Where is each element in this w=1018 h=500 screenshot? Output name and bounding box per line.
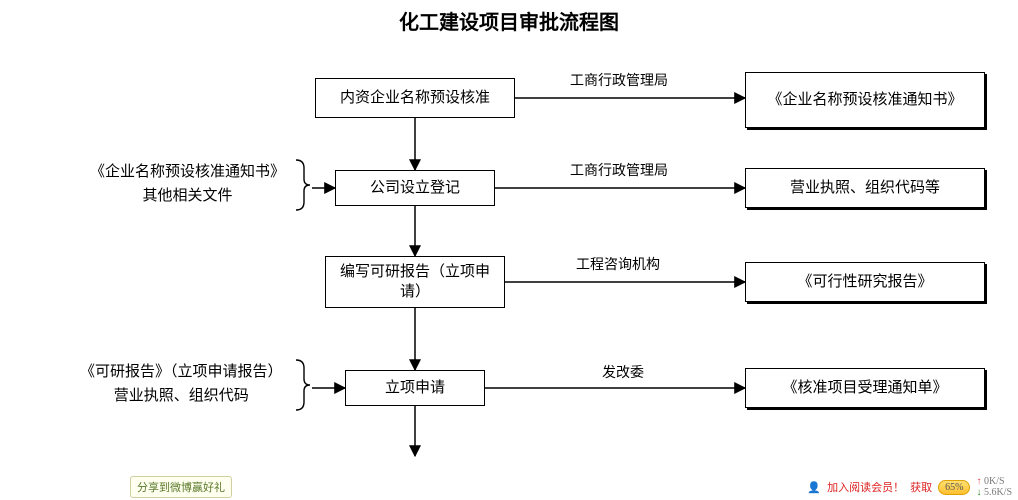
flow-node-n4: 立项申请 bbox=[345, 370, 485, 406]
flow-node-o4: 《核准项目受理通知单》 bbox=[745, 368, 985, 408]
net-speed: ↑ 0K/S ↓ 5.6K/S bbox=[976, 476, 1012, 498]
page-title: 化工建设项目审批流程图 bbox=[0, 6, 1018, 35]
side-input-n4: 《可研报告》（立项申请报告）营业执照、组织代码 bbox=[80, 360, 283, 408]
flow-node-o2: 营业执照、组织代码等 bbox=[745, 168, 985, 208]
share-button[interactable]: 分享到微博赢好礼 bbox=[130, 476, 232, 498]
edge-label-n1-o1: 工商行政管理局 bbox=[570, 70, 668, 90]
bottom-right-bar: 👤 加入阅读会员！ 获取 65% ↑ 0K/S ↓ 5.6K/S bbox=[807, 476, 1012, 498]
get-text: 获取 bbox=[910, 479, 932, 495]
edge-label-n3-o3: 工程咨询机构 bbox=[576, 254, 660, 274]
edge-label-n2-o2: 工商行政管理局 bbox=[570, 160, 668, 180]
join-member-link[interactable]: 加入阅读会员！ bbox=[827, 479, 904, 495]
edge-label-n4-o4: 发改委 bbox=[602, 362, 644, 382]
flow-node-o3: 《可行性研究报告》 bbox=[745, 262, 985, 302]
user-icon: 👤 bbox=[807, 481, 821, 494]
flow-node-n1: 内资企业名称预设核准 bbox=[315, 78, 515, 118]
flow-node-n2: 公司设立登记 bbox=[335, 170, 495, 206]
progress-badge: 65% bbox=[938, 480, 970, 495]
flow-node-o1: 《企业名称预设核准通知书》 bbox=[745, 72, 985, 128]
flow-node-n3: 编写可研报告（立项申请） bbox=[325, 256, 505, 308]
side-input-n2: 《企业名称预设核准通知书》其他相关文件 bbox=[90, 160, 285, 208]
